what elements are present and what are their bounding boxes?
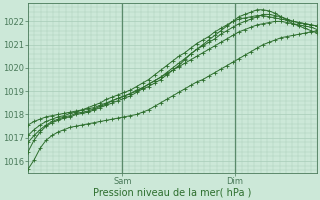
X-axis label: Pression niveau de la mer( hPa ): Pression niveau de la mer( hPa )	[93, 187, 252, 197]
